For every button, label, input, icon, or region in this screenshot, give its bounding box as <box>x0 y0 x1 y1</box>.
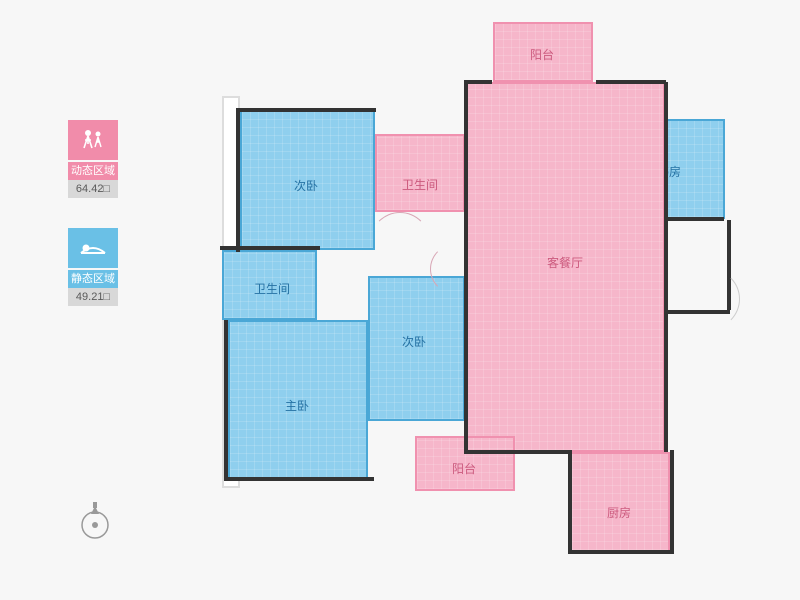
wall-segment <box>664 82 668 452</box>
wall-segment <box>464 80 468 452</box>
people-icon <box>68 120 118 160</box>
wall-segment <box>596 80 666 84</box>
room-客餐厅: 客餐厅 <box>465 82 665 452</box>
wall-segment <box>568 550 674 554</box>
wall-segment <box>568 450 572 552</box>
door-arc <box>370 212 430 272</box>
wall-segment <box>224 477 374 481</box>
room-阳台: 阳台 <box>493 22 593 82</box>
room-label: 阳台 <box>452 460 476 477</box>
legend-static-value: 49.21□ <box>68 288 118 306</box>
wall-segment <box>236 108 240 252</box>
room-label: 次卧 <box>402 333 426 350</box>
zone-legend: 动态区域 64.42□ 静态区域 49.21□ <box>68 120 128 336</box>
wall-segment <box>670 450 674 552</box>
sleep-icon <box>68 228 118 268</box>
wall-segment <box>236 108 376 112</box>
wall-segment <box>464 450 570 454</box>
room-label: 主卧 <box>285 397 309 414</box>
legend-static-label: 静态区域 <box>68 270 118 288</box>
room-label: 卫生间 <box>254 280 290 297</box>
room-label: 阳台 <box>530 46 554 63</box>
room-卫生间: 卫生间 <box>222 250 317 320</box>
room-次卧: 次卧 <box>240 110 375 250</box>
wall-segment <box>220 246 320 250</box>
room-label: 厨房 <box>607 504 631 521</box>
floorplan: 阳台书房卫生间次卧客餐厅卫生间次卧主卧阳台厨房 <box>220 14 760 584</box>
wall-segment <box>224 320 228 480</box>
legend-dynamic: 动态区域 64.42□ <box>68 120 128 198</box>
sleep-icon-svg <box>78 238 108 258</box>
legend-static: 静态区域 49.21□ <box>68 228 128 306</box>
room-主卧: 主卧 <box>228 320 368 480</box>
wall-segment <box>727 220 731 310</box>
room-label: 卫生间 <box>402 176 438 193</box>
people-icon-svg <box>78 128 108 152</box>
legend-dynamic-value: 64.42□ <box>68 180 118 198</box>
room-label: 客餐厅 <box>547 254 583 271</box>
legend-dynamic-label: 动态区域 <box>68 162 118 180</box>
wall-segment <box>664 217 724 221</box>
compass-icon <box>78 500 112 547</box>
room-厨房: 厨房 <box>570 452 670 552</box>
door-arc <box>680 269 740 329</box>
room-label: 次卧 <box>294 177 318 194</box>
room-次卧: 次卧 <box>368 276 465 421</box>
room-卫生间: 卫生间 <box>375 134 465 212</box>
wall-segment <box>664 310 730 314</box>
wall-segment <box>464 80 492 84</box>
